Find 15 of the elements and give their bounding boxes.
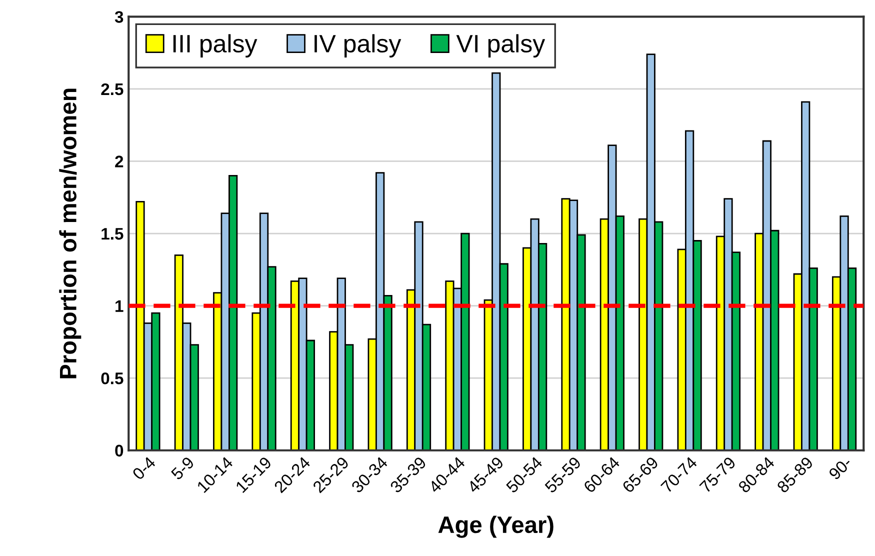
y-tick-label: 1.5 [102, 228, 124, 240]
legend-label: VI palsy [456, 34, 546, 58]
legend-label: IV palsy [314, 34, 402, 58]
y-tick-label: 2 [115, 156, 124, 168]
legend-label: III palsy [173, 34, 258, 58]
y-tick-label: 0 [115, 444, 124, 457]
x-tick-label: 5-9 [170, 456, 195, 480]
y-tick-label: 2.5 [101, 83, 124, 96]
y-tick-label: 1 [116, 300, 124, 312]
x-tick-label: 0-4 [132, 456, 156, 480]
y-tick-label: 3 [114, 11, 124, 23]
x-tick-label: 90- [828, 456, 852, 480]
y-tick-label: 0.5 [101, 372, 124, 384]
x-axis-title: Age (Year) [438, 516, 554, 538]
y-axis-title: Proportion of men/women [59, 88, 82, 378]
